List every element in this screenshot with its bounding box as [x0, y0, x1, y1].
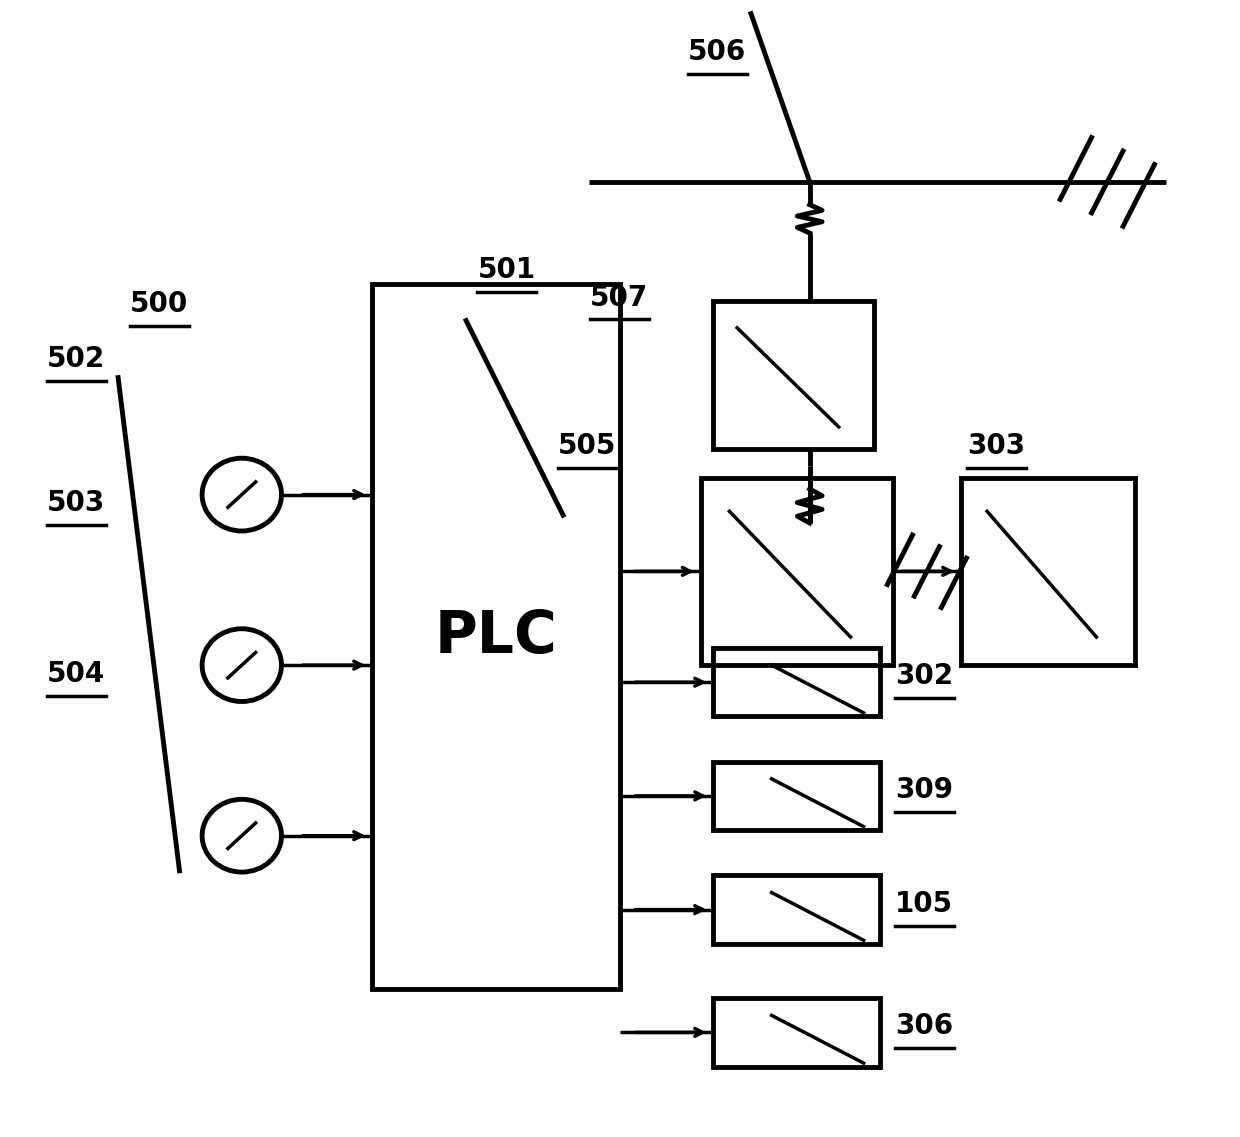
Text: 309: 309: [895, 775, 954, 804]
Text: 302: 302: [895, 662, 954, 690]
Text: PLC: PLC: [435, 608, 557, 665]
Bar: [713, 875, 880, 944]
Bar: [713, 998, 880, 1067]
Text: 504: 504: [47, 659, 105, 688]
Text: 501: 501: [477, 256, 536, 284]
Text: 500: 500: [130, 290, 188, 318]
Bar: [701, 478, 893, 665]
Text: 502: 502: [47, 345, 105, 373]
Bar: [713, 648, 880, 716]
Bar: [713, 762, 880, 830]
Text: 303: 303: [967, 432, 1025, 460]
Text: 506: 506: [688, 38, 746, 66]
Bar: [713, 301, 874, 449]
Text: 503: 503: [47, 489, 105, 517]
Bar: [961, 478, 1135, 665]
Text: 105: 105: [895, 889, 954, 918]
Text: 306: 306: [895, 1012, 954, 1040]
Bar: [372, 284, 620, 989]
Text: 507: 507: [590, 283, 649, 312]
Text: 505: 505: [558, 432, 616, 460]
